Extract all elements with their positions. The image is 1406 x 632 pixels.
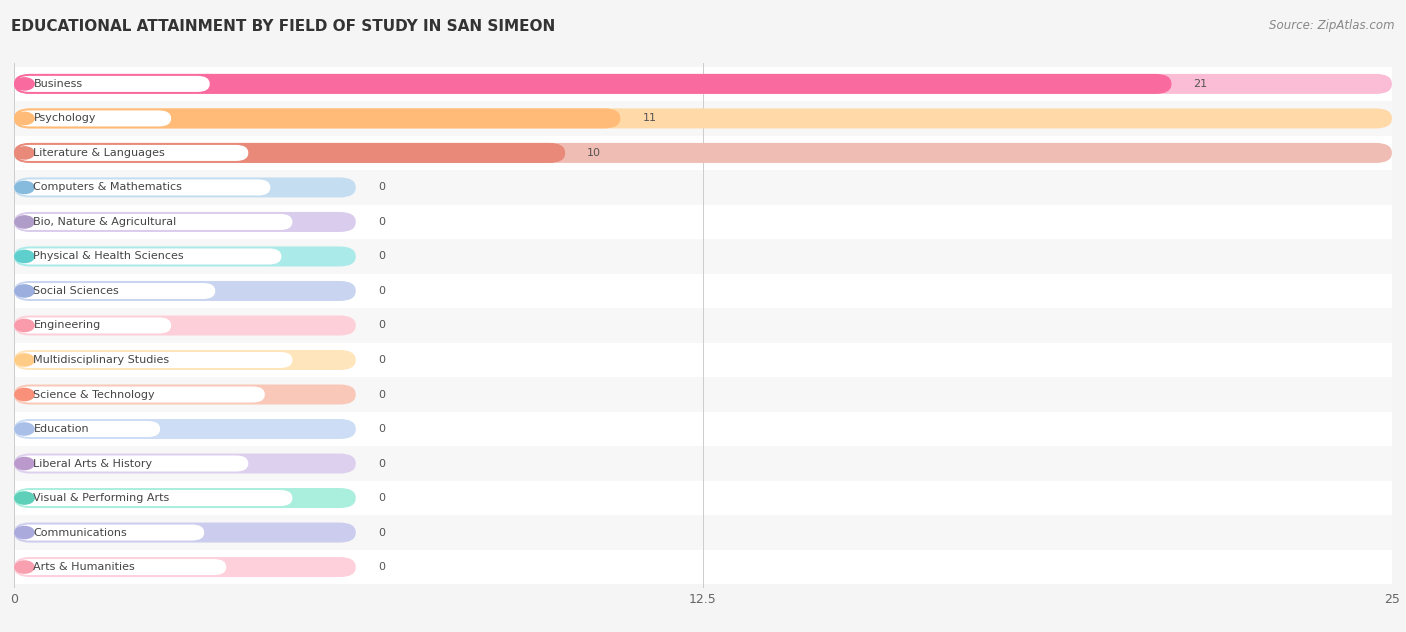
Text: Physical & Health Sciences: Physical & Health Sciences: [34, 252, 184, 262]
Bar: [14, 515, 1392, 550]
Circle shape: [15, 561, 34, 573]
Text: Visual & Performing Arts: Visual & Performing Arts: [34, 493, 170, 503]
FancyBboxPatch shape: [14, 178, 356, 197]
FancyBboxPatch shape: [14, 315, 356, 336]
Bar: [14, 377, 1392, 412]
Circle shape: [15, 112, 34, 125]
Bar: [14, 239, 1392, 274]
FancyBboxPatch shape: [14, 246, 356, 267]
Text: 0: 0: [378, 183, 385, 192]
FancyBboxPatch shape: [14, 74, 1171, 94]
FancyBboxPatch shape: [14, 557, 356, 577]
Text: Source: ZipAtlas.com: Source: ZipAtlas.com: [1270, 19, 1395, 32]
Text: Arts & Humanities: Arts & Humanities: [34, 562, 135, 572]
Circle shape: [15, 181, 34, 193]
Circle shape: [15, 492, 34, 504]
FancyBboxPatch shape: [14, 419, 356, 439]
Bar: [14, 274, 1392, 308]
FancyBboxPatch shape: [14, 143, 1392, 163]
Text: Literature & Languages: Literature & Languages: [34, 148, 165, 158]
Circle shape: [15, 78, 34, 90]
FancyBboxPatch shape: [14, 488, 356, 508]
Text: Education: Education: [34, 424, 89, 434]
FancyBboxPatch shape: [14, 143, 565, 163]
FancyBboxPatch shape: [17, 490, 292, 506]
Circle shape: [15, 458, 34, 470]
Bar: [14, 446, 1392, 481]
FancyBboxPatch shape: [14, 281, 356, 301]
FancyBboxPatch shape: [17, 352, 292, 368]
Circle shape: [15, 389, 34, 401]
Text: 0: 0: [378, 286, 385, 296]
Text: Multidisciplinary Studies: Multidisciplinary Studies: [34, 355, 170, 365]
Circle shape: [15, 285, 34, 297]
Bar: [14, 412, 1392, 446]
Text: Psychology: Psychology: [34, 113, 96, 123]
Text: Social Sciences: Social Sciences: [34, 286, 120, 296]
Bar: [14, 343, 1392, 377]
FancyBboxPatch shape: [17, 421, 160, 437]
Text: Computers & Mathematics: Computers & Mathematics: [34, 183, 183, 192]
FancyBboxPatch shape: [17, 214, 292, 230]
FancyBboxPatch shape: [14, 523, 356, 542]
Bar: [14, 308, 1392, 343]
Circle shape: [15, 216, 34, 228]
Text: 21: 21: [1194, 79, 1208, 89]
FancyBboxPatch shape: [14, 109, 1392, 128]
FancyBboxPatch shape: [17, 456, 249, 471]
Text: 0: 0: [378, 528, 385, 538]
Text: 0: 0: [378, 424, 385, 434]
Circle shape: [15, 354, 34, 366]
Circle shape: [15, 147, 34, 159]
Bar: [14, 136, 1392, 170]
FancyBboxPatch shape: [14, 384, 356, 404]
FancyBboxPatch shape: [14, 109, 620, 128]
Bar: [14, 66, 1392, 101]
FancyBboxPatch shape: [14, 74, 1392, 94]
Text: 0: 0: [378, 493, 385, 503]
FancyBboxPatch shape: [17, 179, 270, 195]
Bar: [14, 481, 1392, 515]
FancyBboxPatch shape: [17, 145, 249, 161]
Text: Bio, Nature & Agricultural: Bio, Nature & Agricultural: [34, 217, 177, 227]
FancyBboxPatch shape: [17, 283, 215, 299]
FancyBboxPatch shape: [17, 111, 172, 126]
FancyBboxPatch shape: [17, 248, 281, 264]
Circle shape: [15, 250, 34, 262]
Text: 0: 0: [378, 320, 385, 331]
Text: Liberal Arts & History: Liberal Arts & History: [34, 459, 153, 468]
Circle shape: [15, 319, 34, 332]
Text: 0: 0: [378, 459, 385, 468]
Text: Science & Technology: Science & Technology: [34, 389, 155, 399]
FancyBboxPatch shape: [14, 212, 356, 232]
FancyBboxPatch shape: [14, 454, 356, 473]
FancyBboxPatch shape: [17, 76, 209, 92]
Bar: [14, 170, 1392, 205]
Bar: [14, 205, 1392, 239]
Text: Business: Business: [34, 79, 83, 89]
Circle shape: [15, 423, 34, 435]
Text: EDUCATIONAL ATTAINMENT BY FIELD OF STUDY IN SAN SIMEON: EDUCATIONAL ATTAINMENT BY FIELD OF STUDY…: [11, 19, 555, 34]
FancyBboxPatch shape: [17, 525, 204, 540]
Text: Engineering: Engineering: [34, 320, 101, 331]
Text: 0: 0: [378, 355, 385, 365]
FancyBboxPatch shape: [14, 350, 356, 370]
FancyBboxPatch shape: [17, 317, 172, 334]
Bar: [14, 550, 1392, 585]
Text: 0: 0: [378, 562, 385, 572]
FancyBboxPatch shape: [17, 559, 226, 575]
Text: Communications: Communications: [34, 528, 127, 538]
Bar: [14, 101, 1392, 136]
FancyBboxPatch shape: [17, 387, 264, 403]
Text: 0: 0: [378, 252, 385, 262]
Circle shape: [15, 526, 34, 538]
Text: 0: 0: [378, 389, 385, 399]
Text: 11: 11: [643, 113, 657, 123]
Text: 0: 0: [378, 217, 385, 227]
Text: 10: 10: [588, 148, 602, 158]
